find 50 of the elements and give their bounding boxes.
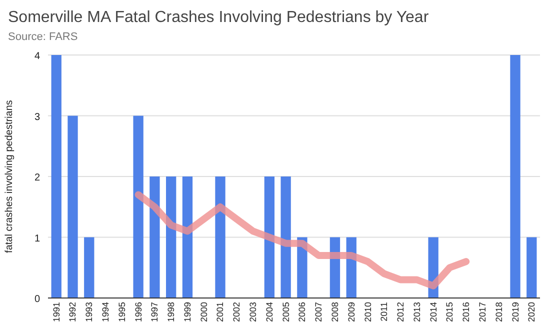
x-tick-label: 2008 xyxy=(330,302,340,322)
x-tick-label: 2012 xyxy=(396,302,406,322)
x-tick-label: 2011 xyxy=(379,302,390,322)
bar xyxy=(264,176,274,298)
x-tick-label: 2018 xyxy=(494,302,504,322)
x-tick-label: 2006 xyxy=(297,302,308,322)
y-tick-label: 3 xyxy=(34,112,40,123)
x-tick-label: 1996 xyxy=(133,302,144,322)
x-tick-label: 2013 xyxy=(412,302,422,322)
x-tick-label: 1991 xyxy=(51,302,62,322)
x-tick-label: 1997 xyxy=(150,302,160,322)
x-tick-label: 2004 xyxy=(264,302,274,322)
x-tick-label: 1995 xyxy=(116,302,127,322)
x-tick-label: 2015 xyxy=(444,302,455,322)
bar xyxy=(526,237,537,298)
y-tick-label: 4 xyxy=(34,51,40,62)
y-axis-title: fatal crashes involving pedestrians xyxy=(4,100,15,253)
bar xyxy=(280,176,291,298)
chart-subtitle: Source: FARS xyxy=(8,31,78,43)
x-tick-label: 1999 xyxy=(182,302,192,322)
x-tick-label: 2020 xyxy=(526,302,537,322)
x-tick-label: 1993 xyxy=(84,302,94,322)
y-tick-label: 0 xyxy=(34,294,40,305)
bar xyxy=(133,116,144,298)
x-tick-label: 2014 xyxy=(428,302,438,322)
y-tick-label: 1 xyxy=(34,233,40,244)
x-tick-label: 1998 xyxy=(166,302,176,322)
x-tick-label: 2016 xyxy=(461,302,472,322)
x-tick-label: 2009 xyxy=(346,302,356,322)
x-tick-label: 2002 xyxy=(232,302,242,322)
bar xyxy=(166,176,176,298)
x-tick-label: 1992 xyxy=(68,302,78,322)
chart-title: Somerville MA Fatal Crashes Involving Pedestrians by Year xyxy=(8,9,430,26)
y-tick-label: 2 xyxy=(34,172,40,184)
bar xyxy=(84,237,94,298)
bar xyxy=(150,176,160,298)
bar xyxy=(68,116,78,298)
bar xyxy=(215,176,226,298)
x-tick-label: 2001 xyxy=(215,302,226,322)
x-tick-label: 2007 xyxy=(314,302,324,322)
x-tick-label: 2003 xyxy=(248,302,258,322)
x-tick-label: 2000 xyxy=(198,302,209,322)
x-tick-label: 2019 xyxy=(510,302,520,322)
x-tick-label: 1994 xyxy=(100,302,111,322)
bar xyxy=(510,55,520,298)
x-tick-label: 2017 xyxy=(477,302,488,322)
bar xyxy=(182,176,193,298)
x-tick-label: 2005 xyxy=(280,302,291,322)
x-tick-label: 2010 xyxy=(362,302,373,322)
bar xyxy=(51,55,62,298)
